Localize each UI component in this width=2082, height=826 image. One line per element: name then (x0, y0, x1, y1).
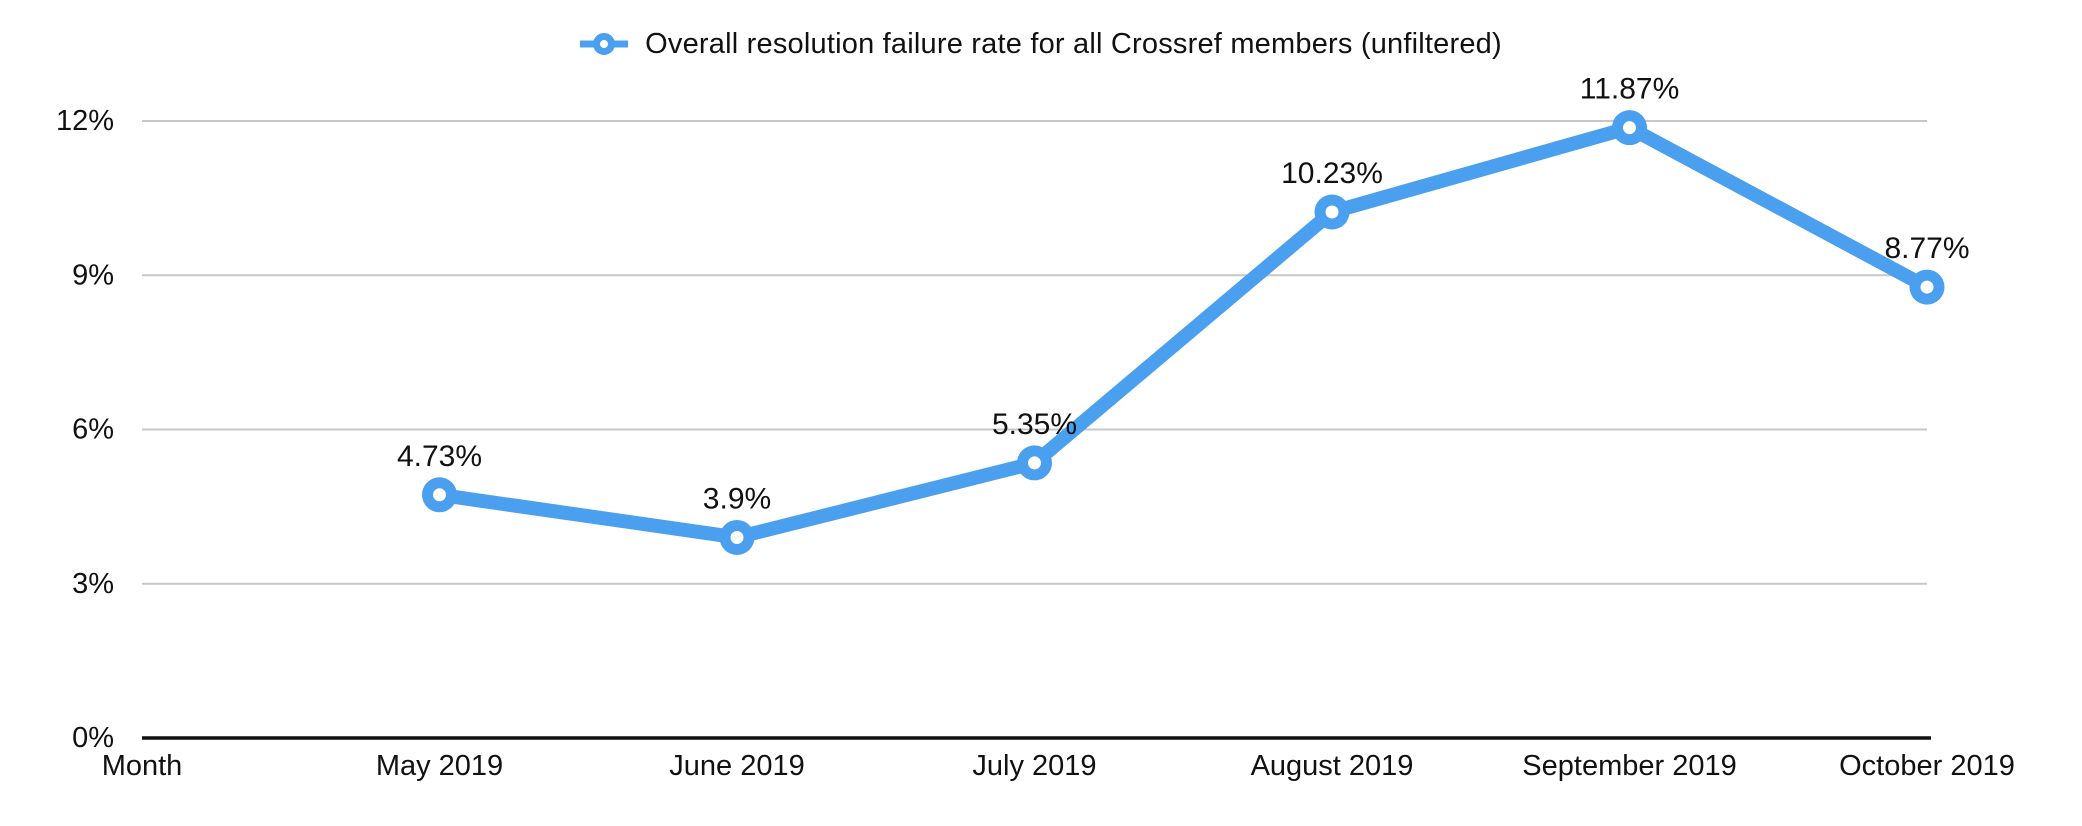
y-tick-label: 6% (72, 414, 114, 446)
data-point-label: 10.23% (1281, 157, 1383, 190)
data-point-marker-center (433, 488, 446, 502)
data-point-label: 4.73% (397, 440, 482, 473)
y-tick-label: 9% (72, 259, 114, 291)
data-point-label: 8.77% (1884, 232, 1969, 265)
x-tick-label: July 2019 (972, 750, 1096, 782)
x-tick-label: May 2019 (376, 750, 503, 782)
data-point-marker-center (730, 530, 744, 544)
y-tick-label: 12% (56, 105, 114, 137)
y-tick-label: 3% (72, 568, 114, 600)
x-tick-label: June 2019 (669, 750, 804, 782)
x-tick-label: Month (102, 750, 183, 782)
legend-label: Overall resolution failure rate for all … (645, 27, 1502, 60)
series-line (432, 120, 1934, 545)
x-tick-label: October 2019 (1839, 750, 2015, 782)
y-tick-label: 0% (72, 722, 114, 754)
data-point-marker-center (1623, 121, 1636, 135)
data-point-label: 5.35% (992, 408, 1077, 441)
legend: Overall resolution failure rate for all … (0, 24, 2082, 64)
x-tick-label: September 2019 (1522, 750, 1736, 782)
data-point-label: 3.9% (703, 482, 771, 515)
data-point-marker-center (1325, 205, 1339, 219)
data-point-label: 11.87% (1580, 73, 1680, 106)
data-point-marker-center (1028, 456, 1041, 470)
line-point-ring-icon (580, 33, 629, 55)
data-point-marker-center (1920, 280, 1934, 294)
x-tick-label: August 2019 (1251, 750, 1414, 782)
